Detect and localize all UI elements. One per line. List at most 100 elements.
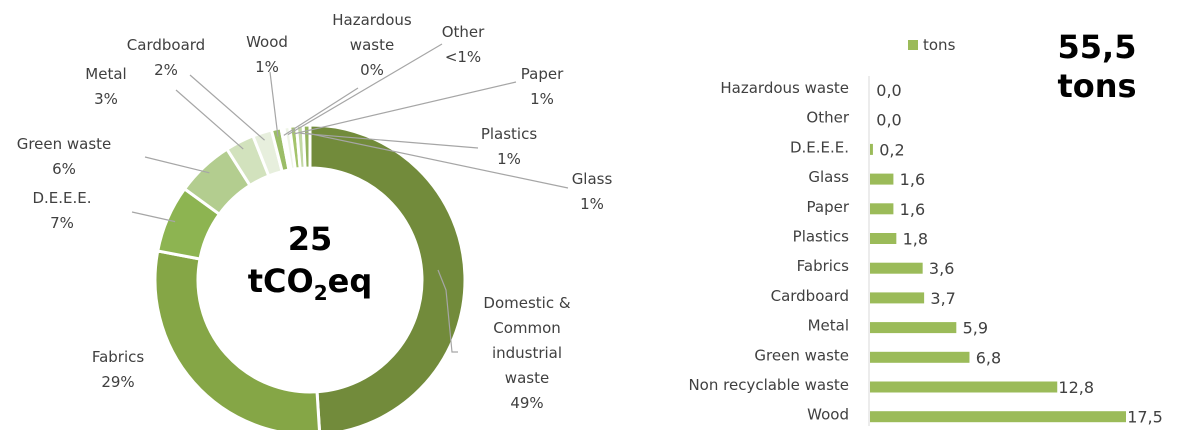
bar-category-label: Glass xyxy=(808,168,849,186)
leader-line-paper xyxy=(293,81,517,135)
center-unit-subscript: 2 xyxy=(314,281,328,305)
bar-value-label: 0,0 xyxy=(876,111,901,130)
center-unit-suffix: eq xyxy=(328,262,373,300)
donut-name-line: Other xyxy=(442,23,485,41)
donut-pct-green: 6% xyxy=(52,160,76,178)
bar-category-label: Hazardous waste xyxy=(720,79,849,97)
bar-category-label: D.E.E.E. xyxy=(790,138,849,156)
donut-name-line: Paper xyxy=(521,65,564,83)
bar-value-label: 0,0 xyxy=(876,81,901,100)
bar-8 xyxy=(870,292,925,304)
donut-name-line: industrial xyxy=(492,344,562,362)
donut-pct-fabrics: 29% xyxy=(101,373,134,391)
leader-line-domestic xyxy=(437,269,458,353)
donut-pct-metal: 3% xyxy=(94,90,118,108)
bar-value-label: 0,2 xyxy=(879,140,904,159)
donut-label-domestic: Domestic & Common industrial waste 49% xyxy=(483,294,570,412)
donut-name-line: Cardboard xyxy=(127,36,205,54)
leader-line-metal xyxy=(175,89,244,150)
donut-name-line: Glass xyxy=(572,170,613,188)
bar-category-label: Plastics xyxy=(793,228,850,246)
bar-category-label: Other xyxy=(806,109,849,127)
bar-value-label: 12,8 xyxy=(1058,378,1094,397)
bar-value-label: 6,8 xyxy=(976,348,1001,367)
bar-4 xyxy=(870,173,894,185)
bar-value-label: 3,7 xyxy=(930,289,955,308)
bar-value-label: 1,8 xyxy=(903,230,928,249)
donut-chart: Domestic & Common industrial waste 49% Fabric… xyxy=(17,11,613,430)
center-unit-prefix: tCO xyxy=(248,262,314,300)
bar-value-label: 5,9 xyxy=(963,319,988,338)
bar-category-label: Paper xyxy=(807,198,850,216)
legend-label: tons xyxy=(923,36,956,54)
bar-value-label: 1,6 xyxy=(900,200,925,219)
donut-label-green: Green waste 6% xyxy=(17,135,112,178)
bar-value-label: 3,6 xyxy=(929,259,954,278)
legend-swatch xyxy=(908,40,918,50)
bar-category-label: Cardboard xyxy=(771,287,849,305)
donut-name-line: Wood xyxy=(246,33,288,51)
bars: Hazardous waste 0,0 Other 0,0 D.E.E.E. 0,2 Gla… xyxy=(688,79,1162,427)
leader-line-wood xyxy=(269,71,279,137)
donut-slices xyxy=(153,123,467,430)
bar-7 xyxy=(870,262,923,274)
donut-pct-wood: 1% xyxy=(255,58,279,76)
donut-pct-cardboard: 2% xyxy=(154,61,178,79)
bar-3 xyxy=(870,143,873,155)
donut-name-line: Plastics xyxy=(481,125,538,143)
bar-9 xyxy=(870,322,957,334)
donut-name-line: Domestic & xyxy=(483,294,570,312)
donut-pct-other: <1% xyxy=(445,48,481,66)
donut-name-line: Common xyxy=(493,319,561,337)
bar-12 xyxy=(870,411,1126,423)
donut-label-plastics: Plastics 1% xyxy=(481,125,538,168)
donut-name-line: Hazardous xyxy=(332,11,412,29)
leader-line-other xyxy=(287,43,443,136)
donut-name-line: waste xyxy=(350,36,394,54)
bar-category-label: Metal xyxy=(808,317,849,335)
leader-line-cardboard xyxy=(189,74,265,141)
bar-chart: tons 55,5 tons Hazardous waste 0,0 Other 0,… xyxy=(688,28,1162,427)
donut-center-value: 25 xyxy=(288,220,333,258)
donut-pct-domestic: 49% xyxy=(510,394,543,412)
bar-value-label: 17,5 xyxy=(1127,408,1163,427)
donut-label-deee: D.E.E.E. 7% xyxy=(32,189,91,232)
donut-pct-glass: 1% xyxy=(580,195,604,213)
bar-category-label: Fabrics xyxy=(797,257,850,275)
leader-line-hazardous xyxy=(283,87,359,136)
donut-label-fabrics: Fabrics 29% xyxy=(92,348,145,391)
donut-pct-plastics: 1% xyxy=(497,150,521,168)
leader-line-glass xyxy=(306,132,569,189)
bar-value-label: 1,6 xyxy=(900,170,925,189)
bar-11 xyxy=(870,381,1058,393)
donut-name-line: Metal xyxy=(85,65,126,83)
donut-slice-domestic xyxy=(308,123,467,430)
total-unit: tons xyxy=(1057,67,1136,105)
donut-labels: Domestic & Common industrial waste 49% Fabric… xyxy=(17,11,613,412)
donut-label-metal: Metal 3% xyxy=(85,65,126,108)
donut-pct-paper: 1% xyxy=(530,90,554,108)
bar-6 xyxy=(870,233,897,244)
bar-10 xyxy=(870,351,970,363)
bar-category-label: Non recyclable waste xyxy=(688,376,849,394)
donut-name-line: Green waste xyxy=(17,135,112,153)
donut-pct-deee: 7% xyxy=(50,214,74,232)
donut-label-glass: Glass 1% xyxy=(572,170,613,213)
donut-label-paper: Paper 1% xyxy=(521,65,564,108)
donut-name-line: Fabrics xyxy=(92,348,145,366)
donut-leader-lines xyxy=(131,43,569,353)
donut-name-line: D.E.E.E. xyxy=(32,189,91,207)
donut-slice-glass xyxy=(301,123,312,170)
total-value: 55,5 xyxy=(1058,28,1137,66)
donut-label-cardboard: Cardboard 2% xyxy=(127,36,205,79)
bar-5 xyxy=(870,203,894,215)
donut-pct-hazardous: 0% xyxy=(360,61,384,79)
donut-center-unit: tCO2eq xyxy=(248,262,373,305)
leader-line-green xyxy=(144,156,210,174)
donut-label-other: Other <1% xyxy=(442,23,485,66)
donut-label-hazardous: Hazardous waste 0% xyxy=(332,11,412,79)
bar-category-label: Green waste xyxy=(754,346,849,364)
leader-line-deee xyxy=(131,211,176,223)
leader-line-plastics xyxy=(300,132,479,149)
